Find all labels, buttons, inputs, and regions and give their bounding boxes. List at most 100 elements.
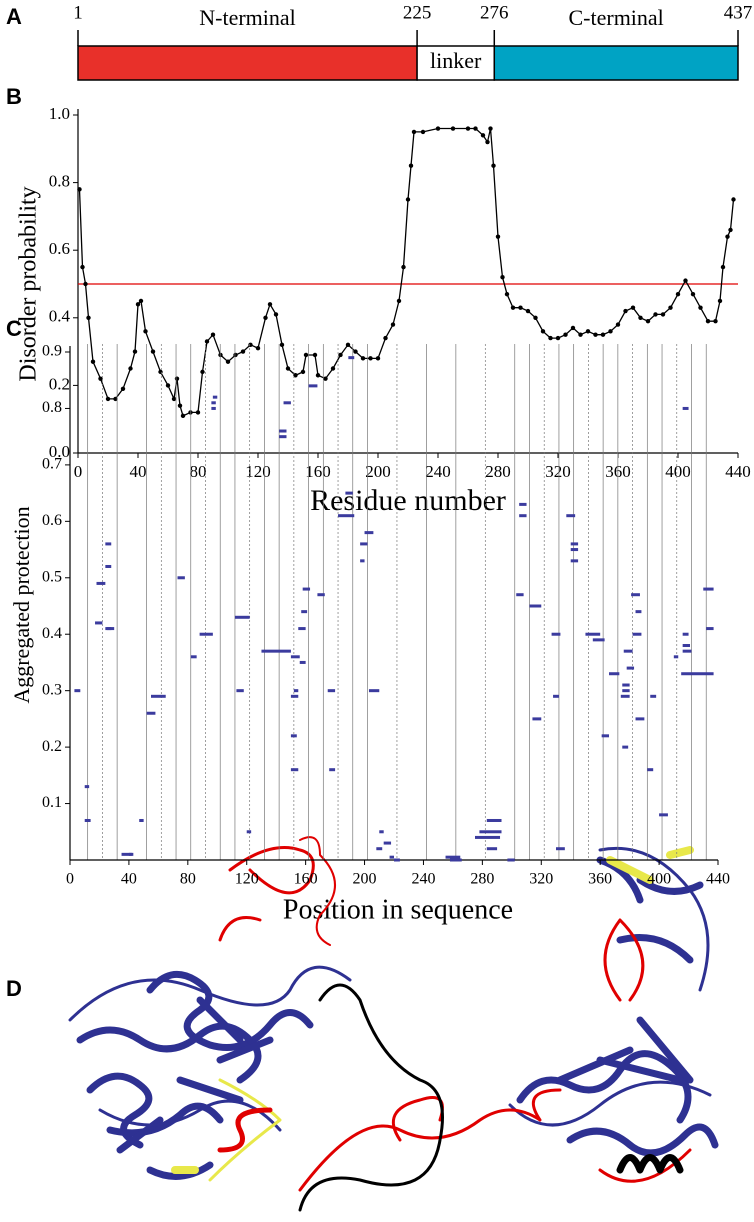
peptide-range	[673, 655, 679, 659]
peptide-range	[345, 491, 353, 495]
data-point	[683, 278, 688, 283]
data-point	[225, 359, 231, 364]
peptide-range	[620, 694, 630, 698]
peptide-range	[486, 818, 502, 822]
x-tick-label: 0	[74, 462, 83, 481]
peptide-range	[279, 435, 287, 439]
data-point	[435, 126, 441, 131]
domain-label: C-terminal	[568, 5, 663, 30]
peptide-range	[635, 717, 645, 721]
data-point	[158, 369, 163, 375]
data-point	[698, 305, 703, 310]
data-point	[360, 356, 366, 361]
peptide-range	[566, 514, 576, 518]
x-axis-title: Position in sequence	[283, 894, 513, 925]
data-point	[731, 197, 736, 202]
y-tick-label: 0.5	[42, 568, 62, 585]
peptide-range	[211, 401, 216, 405]
panel-label: A	[6, 4, 22, 29]
peptide-range	[626, 666, 635, 670]
data-point	[150, 349, 156, 354]
x-tick-label: 80	[180, 871, 196, 888]
peptide-range	[376, 847, 383, 851]
x-tick-label: 160	[294, 871, 318, 888]
peptide-range	[601, 734, 610, 738]
peptide-range	[190, 655, 197, 659]
peptide-range	[84, 785, 90, 789]
data-point	[473, 126, 478, 131]
data-point	[240, 349, 246, 354]
peptide-range	[74, 689, 81, 693]
data-point	[200, 369, 205, 375]
data-point	[668, 305, 673, 310]
peptide-range	[647, 768, 654, 772]
boundary-label: 1	[73, 2, 83, 23]
data-point	[368, 356, 373, 361]
y-axis-title: Disorder probability	[16, 186, 42, 381]
y-tick-label: 0.7	[42, 456, 62, 473]
data-point	[248, 342, 253, 348]
peptide-range	[479, 830, 502, 834]
data-point	[465, 126, 471, 131]
data-point	[570, 325, 576, 331]
peptide-range	[570, 548, 579, 552]
peptide-range	[519, 502, 527, 506]
peptide-range	[368, 689, 380, 693]
peptide-range	[445, 855, 461, 859]
data-point	[285, 366, 291, 371]
data-point	[480, 133, 486, 138]
data-point	[675, 291, 681, 297]
peptide-range	[364, 531, 374, 535]
data-point	[303, 352, 309, 358]
data-point	[491, 163, 496, 168]
y-tick-label: 0.0	[49, 442, 70, 461]
peptide-range	[389, 855, 394, 859]
peptide-range	[623, 649, 633, 653]
data-point	[411, 129, 417, 135]
peptide-range	[327, 689, 336, 693]
data-point	[113, 396, 118, 402]
peptide-range	[106, 627, 112, 631]
peptide-range	[105, 564, 112, 568]
peptide-range	[95, 621, 103, 625]
data-point	[293, 373, 298, 378]
peptide-range	[290, 768, 299, 772]
x-axis-title: Residue number	[310, 484, 506, 517]
panel-label: B	[6, 84, 22, 109]
domain-label: N-terminal	[199, 5, 296, 30]
data-point	[233, 352, 238, 358]
peptide-range	[570, 559, 579, 563]
data-point	[500, 275, 505, 280]
y-tick-label: 1.0	[49, 104, 70, 123]
x-tick-label: 240	[425, 462, 451, 481]
peptide-range	[298, 627, 306, 631]
x-tick-label: 440	[725, 462, 751, 481]
panel-label: C	[6, 316, 22, 341]
peptide-range	[379, 830, 384, 834]
peptide-range	[211, 406, 216, 410]
boundary-label: 437	[724, 2, 753, 23]
peptide-range	[299, 660, 306, 664]
peptide-range	[682, 644, 691, 648]
data-point	[255, 346, 261, 351]
x-tick-label: 280	[485, 462, 511, 481]
data-point	[578, 332, 583, 337]
data-point	[180, 413, 186, 419]
peptide-range	[532, 717, 542, 721]
y-tick-label: 0.1	[42, 794, 62, 811]
peptide-range	[449, 858, 462, 862]
y-tick-label: 0.4	[49, 307, 71, 326]
peptide-range	[308, 384, 318, 388]
peptide-range	[622, 683, 630, 687]
data-point	[267, 302, 273, 307]
peptide-range	[706, 627, 714, 631]
peptide-range	[360, 559, 365, 563]
data-point	[345, 342, 351, 348]
boundary-label: 225	[403, 2, 432, 23]
peptide-range	[177, 576, 185, 580]
peptide-range	[146, 711, 156, 715]
x-tick-label: 160	[305, 462, 331, 481]
data-point	[273, 312, 279, 317]
peptide-range	[486, 847, 498, 851]
